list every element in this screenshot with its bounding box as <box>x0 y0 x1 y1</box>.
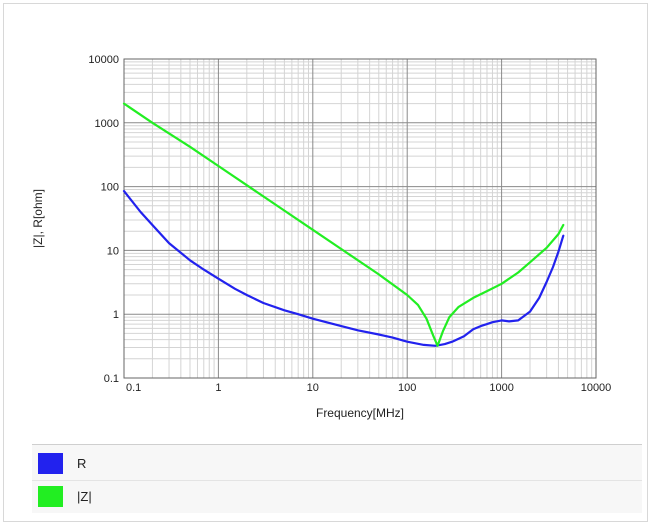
chart-frame: 0.1 1 10 100 1000 10000 0.1 1 10 100 1000 10000 Freq… <box>3 3 648 522</box>
x-axis-label: Frequency[MHz] <box>316 406 404 420</box>
plot-border <box>123 58 597 379</box>
x-tick-label: 100 <box>398 382 416 394</box>
y-tick-label: 10000 <box>88 54 119 66</box>
legend-swatch-z <box>38 485 63 507</box>
legend-label-z: |Z| <box>77 488 92 504</box>
plot-area <box>124 59 596 378</box>
legend: R |Z| <box>32 444 642 513</box>
y-tick-label: 0.1 <box>104 373 119 385</box>
legend-item-z: |Z| <box>32 480 642 511</box>
x-tick-label: 10 <box>307 382 319 394</box>
legend-item-r: R <box>32 448 642 478</box>
x-tick-label: 1 <box>215 382 221 394</box>
y-tick-label: 10 <box>107 245 119 257</box>
legend-label-r: R <box>77 455 87 471</box>
x-tick-label: 0.1 <box>126 382 141 394</box>
x-tick-label: 10000 <box>581 382 612 394</box>
y-axis-label: |Z|, R[ohm] <box>31 189 45 248</box>
x-tick-label: 1000 <box>489 382 513 394</box>
series-line-r <box>122 190 565 347</box>
series-line-z <box>122 102 565 347</box>
y-tick-label: 1000 <box>95 118 119 130</box>
legend-swatch-r <box>38 452 63 474</box>
y-tick-label: 1 <box>113 309 119 321</box>
y-tick-label: 100 <box>101 182 119 194</box>
impedance-chart: 0.1 1 10 100 1000 10000 0.1 1 10 100 1000 10000 Freq… <box>31 54 612 420</box>
